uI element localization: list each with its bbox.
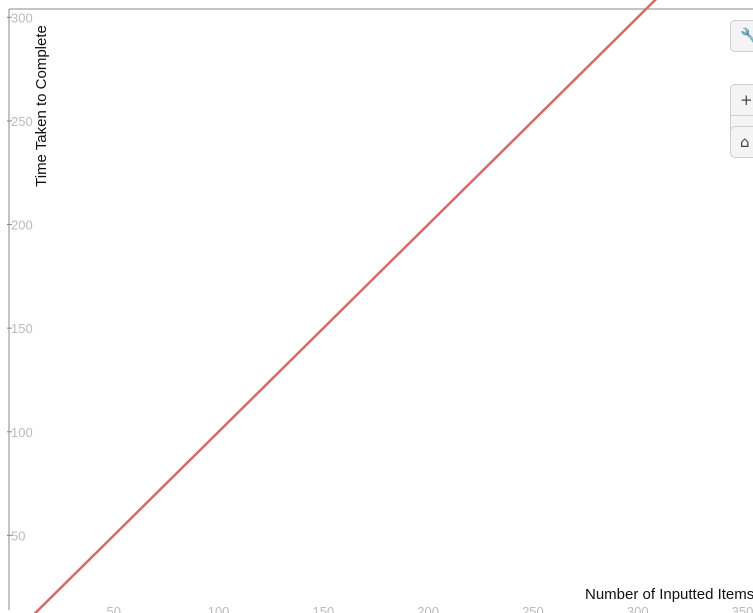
tick-marks: 50 100 150 200 250 300 50 100 150 200 250 300 350 [7,10,753,613]
x-tick-label: 300 [627,604,649,613]
y-tick-label: 150 [11,321,33,336]
axes [8,8,753,610]
zoom-in-button[interactable]: + [730,84,753,116]
wrench-icon: 🔧 [740,26,753,45]
x-axis-title: Number of Inputted Items [585,586,753,603]
x-tick-label: 100 [208,604,230,613]
x-tick-label: 350 [732,604,753,613]
series-line[interactable] [9,0,669,613]
series-group [9,0,669,613]
y-tick-label: 300 [11,10,33,25]
x-tick-label: 150 [313,604,335,613]
y-tick-label: 50 [11,528,25,543]
home-icon: ⌂ [740,132,750,151]
zoom-in-icon: + [740,90,753,109]
home-button[interactable]: ⌂ [730,126,753,158]
y-tick-label: 200 [11,218,33,233]
y-tick-label: 100 [11,425,33,440]
x-tick-label: 250 [522,604,544,613]
y-tick-label: 250 [11,114,33,129]
tool-options-button[interactable]: 🔧 [730,20,753,52]
x-tick-label: 200 [417,604,439,613]
y-axis-title: Time Taken to Complete [33,25,50,187]
x-tick-label: 50 [107,604,121,613]
